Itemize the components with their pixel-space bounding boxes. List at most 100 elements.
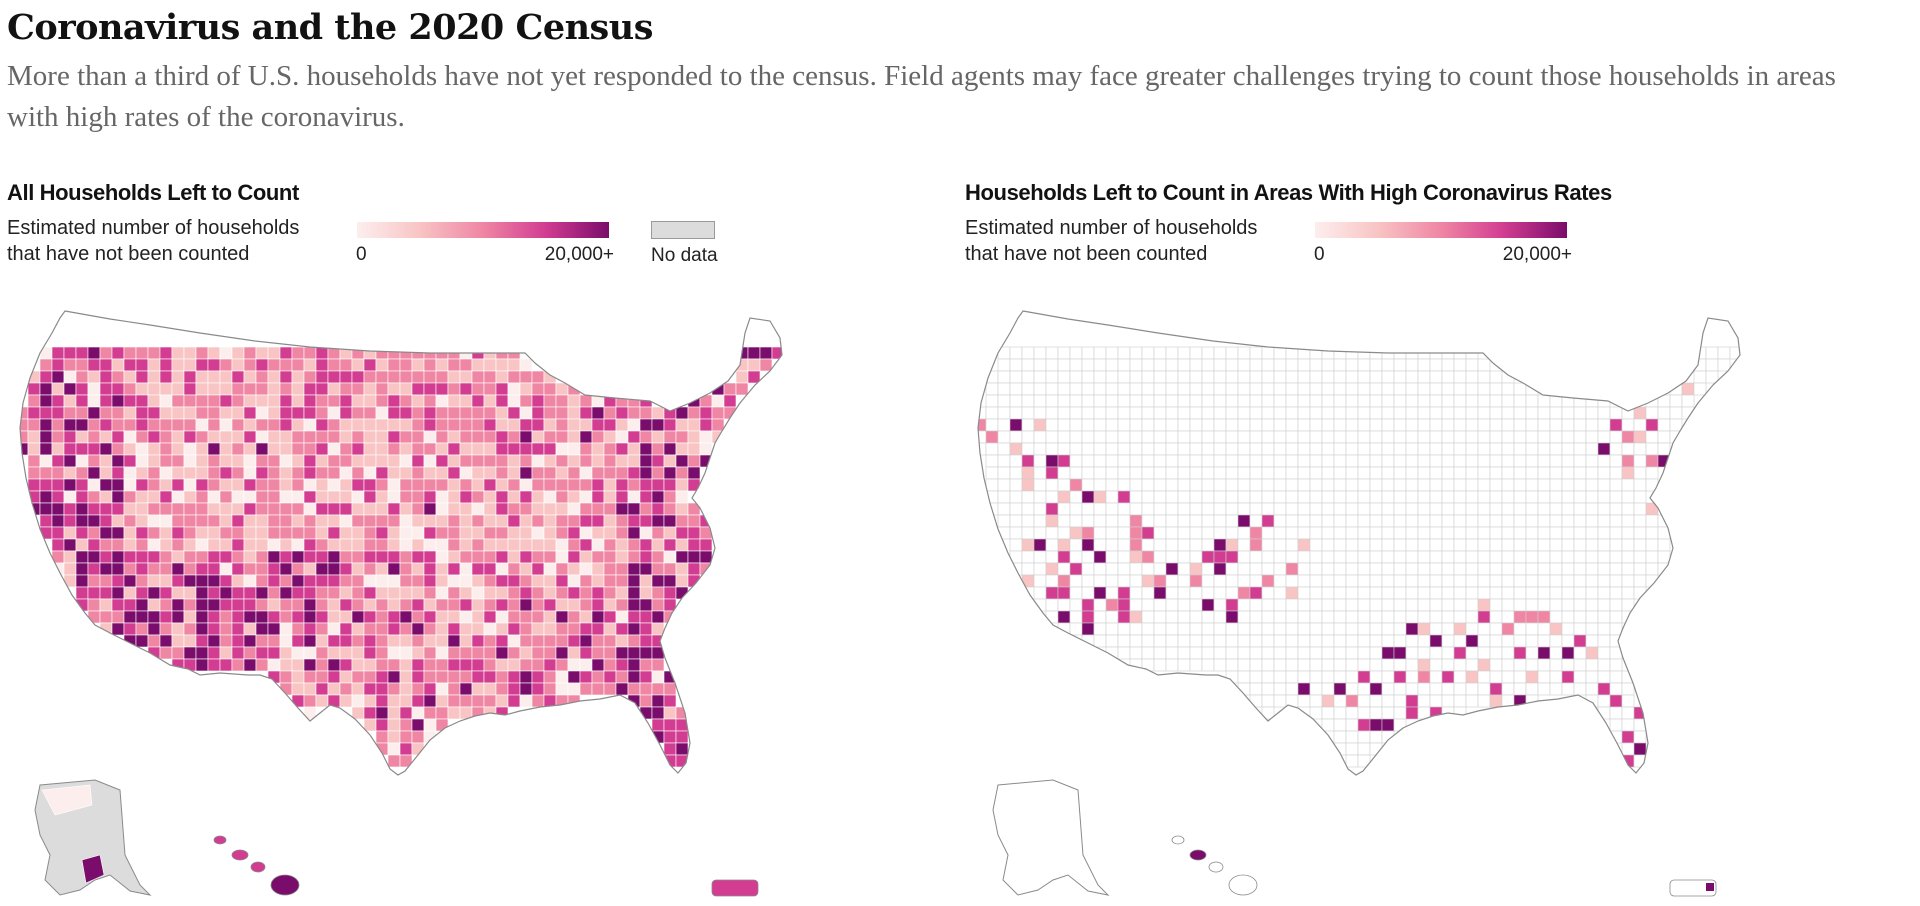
county xyxy=(351,646,365,660)
county xyxy=(1405,682,1419,696)
county xyxy=(543,526,557,540)
county xyxy=(111,442,125,456)
county xyxy=(1501,394,1515,408)
county xyxy=(1117,346,1131,360)
county xyxy=(375,406,389,420)
county xyxy=(1513,622,1527,636)
county xyxy=(1117,562,1131,576)
county xyxy=(303,706,317,720)
county xyxy=(1129,454,1143,468)
county xyxy=(1453,562,1467,576)
county xyxy=(1381,562,1395,576)
county xyxy=(375,418,389,432)
county xyxy=(567,634,581,648)
county xyxy=(1501,586,1515,600)
county xyxy=(81,854,105,884)
county xyxy=(1525,586,1539,600)
county xyxy=(75,346,89,360)
county xyxy=(1525,598,1539,612)
county xyxy=(423,658,437,672)
county xyxy=(1105,598,1119,612)
county xyxy=(1585,574,1599,588)
county xyxy=(51,454,65,468)
county xyxy=(507,454,521,468)
county xyxy=(663,430,677,444)
puerto-rico xyxy=(1669,879,1717,897)
county xyxy=(87,502,101,516)
county xyxy=(279,562,293,576)
county xyxy=(1381,550,1395,564)
county xyxy=(219,514,233,528)
county xyxy=(1189,574,1203,588)
county xyxy=(1153,358,1167,372)
county xyxy=(1537,418,1551,432)
county xyxy=(1525,658,1539,672)
county xyxy=(1009,454,1023,468)
county xyxy=(1393,718,1407,732)
county xyxy=(327,670,341,684)
county xyxy=(1393,538,1407,552)
county xyxy=(1093,514,1107,528)
county xyxy=(1021,454,1035,468)
county xyxy=(423,430,437,444)
county xyxy=(471,394,485,408)
county xyxy=(1309,586,1323,600)
county xyxy=(483,598,497,612)
county xyxy=(375,694,389,708)
county xyxy=(1273,478,1287,492)
county xyxy=(1585,586,1599,600)
county xyxy=(1273,682,1287,696)
county xyxy=(997,382,1011,396)
county xyxy=(63,538,77,552)
county xyxy=(1273,586,1287,600)
county xyxy=(1477,670,1491,684)
county xyxy=(1465,598,1479,612)
county xyxy=(1477,442,1491,456)
county xyxy=(1513,574,1527,588)
county xyxy=(279,658,293,672)
county xyxy=(1333,358,1347,372)
county xyxy=(1309,370,1323,384)
county xyxy=(183,598,197,612)
county xyxy=(1369,394,1383,408)
county xyxy=(195,502,209,516)
county xyxy=(543,670,557,684)
county xyxy=(387,694,401,708)
county xyxy=(1405,370,1419,384)
county xyxy=(1309,430,1323,444)
county xyxy=(1453,550,1467,564)
county xyxy=(1165,442,1179,456)
county xyxy=(1249,634,1263,648)
county xyxy=(639,610,653,624)
county xyxy=(1081,466,1095,480)
county xyxy=(447,418,461,432)
county xyxy=(75,526,89,540)
county xyxy=(1261,418,1275,432)
county xyxy=(435,550,449,564)
county xyxy=(1249,574,1263,588)
county xyxy=(1609,718,1623,732)
county xyxy=(1249,658,1263,672)
county xyxy=(195,562,209,576)
county xyxy=(997,478,1011,492)
county xyxy=(1141,490,1155,504)
county xyxy=(1345,442,1359,456)
county xyxy=(1285,598,1299,612)
county xyxy=(327,466,341,480)
county xyxy=(1513,538,1527,552)
county xyxy=(171,442,185,456)
county xyxy=(507,502,521,516)
county xyxy=(435,502,449,516)
county xyxy=(1165,418,1179,432)
county xyxy=(1621,730,1635,744)
county xyxy=(447,514,461,528)
county xyxy=(99,598,113,612)
county xyxy=(387,622,401,636)
county xyxy=(327,634,341,648)
county xyxy=(99,490,113,504)
county xyxy=(1621,550,1635,564)
county xyxy=(1345,742,1359,756)
county xyxy=(1537,646,1551,660)
county xyxy=(1321,598,1335,612)
county xyxy=(195,526,209,540)
